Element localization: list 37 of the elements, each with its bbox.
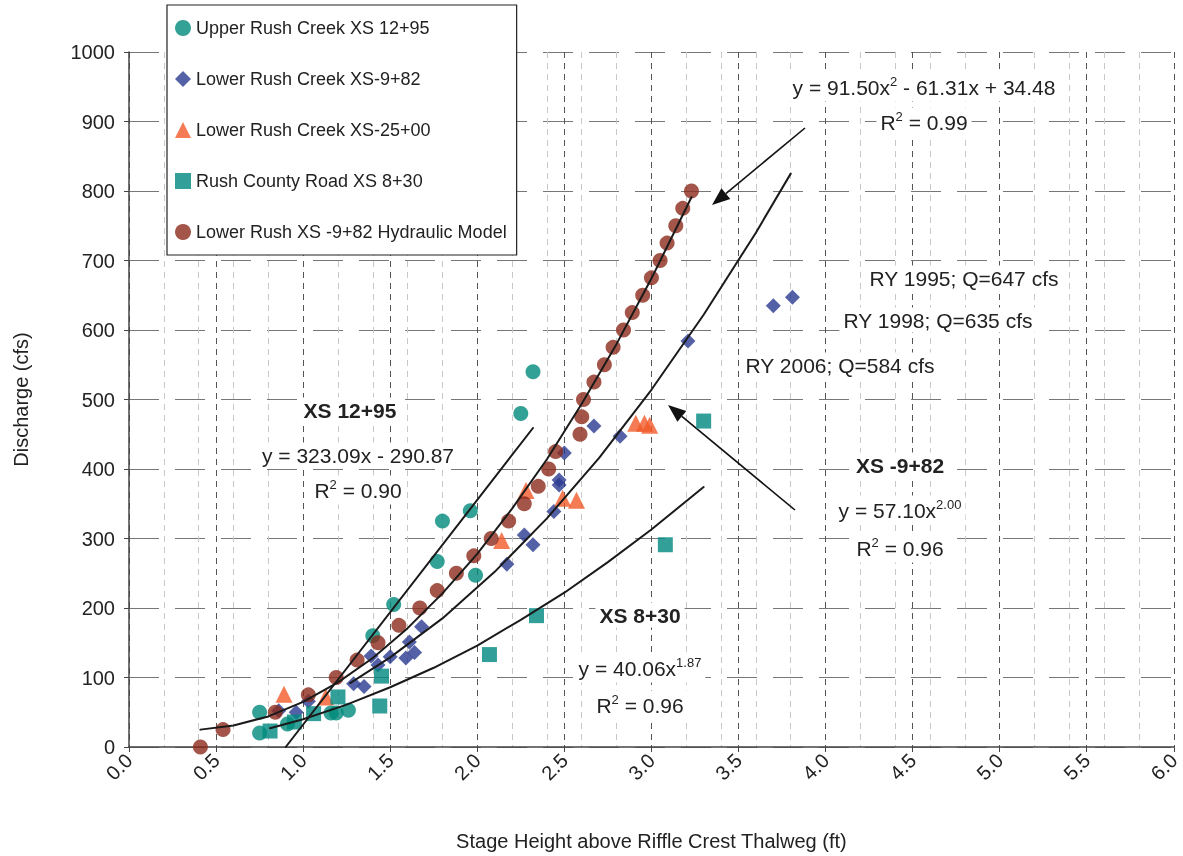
legend-label: Upper Rush Creek XS 12+95 xyxy=(196,18,430,38)
x-tick-label: 3.5 xyxy=(711,749,747,785)
x-tick-label: 2.5 xyxy=(536,749,573,785)
y-tick-label: 0 xyxy=(103,736,115,758)
annotation: XS 8+30 xyxy=(599,603,681,627)
y-tick-label: 100 xyxy=(81,666,115,689)
x-tick-label: 1.0 xyxy=(275,749,311,785)
y-tick-label: 300 xyxy=(81,527,115,550)
y-tick-label: 500 xyxy=(81,388,115,411)
y-tick-label: 800 xyxy=(81,180,115,202)
annotation: RY 1998; Q=635 cfs xyxy=(843,308,1033,332)
x-tick-label: 0.5 xyxy=(188,749,224,785)
legend-label: Lower Rush XS -9+82 Hydraulic Model xyxy=(196,222,507,242)
x-tick-label: 5.0 xyxy=(972,749,1008,785)
y-tick-label: 600 xyxy=(81,319,115,341)
x-tick-label: 5.5 xyxy=(1059,749,1095,785)
annotation: XS 12+95 xyxy=(303,398,397,422)
legend-label: Lower Rush Creek XS-9+82 xyxy=(196,69,421,89)
legend-label: Rush County Road XS 8+30 xyxy=(196,171,423,191)
x-tick-label: 4.0 xyxy=(798,749,834,785)
annotation: RY 1995; Q=647 cfs xyxy=(869,266,1059,290)
y-axis-title: Discharge (cfs) xyxy=(10,332,32,467)
legend-label: Lower Rush Creek XS-25+00 xyxy=(196,120,431,140)
y-tick-label: 700 xyxy=(81,249,115,272)
y-tick-label: 200 xyxy=(81,597,115,619)
y-tick-label: 400 xyxy=(81,458,115,480)
x-axis-title: Stage Height above Riffle Crest Thalweg (ft) xyxy=(456,830,847,852)
annotation: y = 323.09x - 290.87 xyxy=(261,443,455,467)
x-tick-label: 3.0 xyxy=(623,749,660,785)
annotation: RY 2006; Q=584 cfs xyxy=(745,353,935,377)
x-tick-label: 6.0 xyxy=(1146,749,1182,785)
y-tick-label: 900 xyxy=(81,110,115,133)
y-tick-label: 1000 xyxy=(70,41,115,63)
x-tick-label: 1.5 xyxy=(362,749,398,785)
annotation: XS -9+82 xyxy=(855,453,945,477)
x-tick-label: 4.5 xyxy=(885,749,921,785)
x-tick-label: 2.0 xyxy=(449,749,486,785)
